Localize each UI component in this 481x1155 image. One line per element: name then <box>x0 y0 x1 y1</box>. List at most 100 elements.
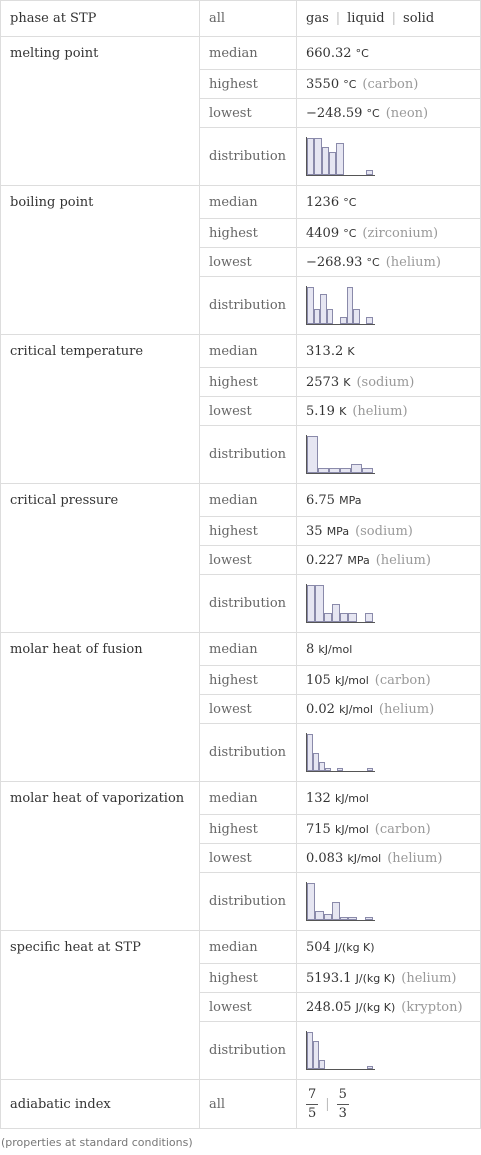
unit: kJ/mol <box>347 851 382 865</box>
row-label: distribution <box>199 276 297 335</box>
row: distribution <box>1 127 481 186</box>
histogram-bar <box>362 468 373 473</box>
histogram-bar <box>340 916 349 920</box>
row: distribution <box>1 276 481 335</box>
row: distribution <box>1 574 481 633</box>
histogram-bar <box>313 309 321 324</box>
unit: kJ/mol <box>339 702 373 716</box>
value: 504 <box>306 939 331 955</box>
value-cell: 504 J/(kg K) <box>296 930 481 964</box>
property-name: molar heat of fusion <box>0 632 200 782</box>
value: 4409 <box>306 225 340 241</box>
value-cell: 6.75 MPa <box>296 483 481 517</box>
value-cell: −248.59 °C (neon) <box>296 98 481 128</box>
row: highest 3550 °C (carbon) <box>1 69 481 99</box>
value-cell: 2573 K (sodium) <box>296 367 481 397</box>
row: distribution <box>1 425 481 484</box>
phase: liquid <box>347 11 385 26</box>
histogram-bar <box>315 585 324 622</box>
value: 313.2 <box>306 343 344 359</box>
value-cell <box>296 574 481 633</box>
row-label: highest <box>199 69 297 99</box>
row: lowest −268.93 °C (helium) <box>1 247 481 277</box>
row: lowest −248.59 °C (neon) <box>1 98 481 128</box>
value-cell: 105 kJ/mol (carbon) <box>296 665 481 695</box>
histogram-bar <box>307 138 315 175</box>
property-name: adiabatic index <box>0 1079 200 1129</box>
row: highest 5193.1 J/(kg K) (helium) <box>1 963 481 993</box>
row-label: median <box>199 930 297 964</box>
note: (helium) <box>385 254 441 270</box>
row-label: highest <box>199 665 297 695</box>
histogram-bar <box>365 170 373 175</box>
note: (krypton) <box>401 999 463 1015</box>
histogram-bar <box>318 468 329 473</box>
value-cell <box>296 425 481 484</box>
value-cell: 0.083 kJ/mol (helium) <box>296 843 481 873</box>
row: specific heat at STP median 504 J/(kg K) <box>0 930 481 1080</box>
note: (helium) <box>375 552 431 568</box>
value-cell: 35 MPa (sodium) <box>296 516 481 546</box>
histogram-bar <box>307 883 316 920</box>
value-cell: 660.32 °C <box>296 36 481 70</box>
row-label: lowest <box>199 247 297 277</box>
value: 0.083 <box>306 850 344 866</box>
row-label: distribution <box>199 425 297 484</box>
value-cell <box>296 1021 481 1080</box>
unit: MPa <box>326 524 350 538</box>
unit: °C <box>343 195 357 209</box>
histogram-bar <box>307 287 314 324</box>
unit: MPa <box>347 553 370 567</box>
histogram <box>306 1031 375 1070</box>
value-cell: 715 kJ/mol (carbon) <box>296 814 481 844</box>
histogram-bar <box>329 151 337 175</box>
histogram-bar <box>367 1065 373 1069</box>
row-label: median <box>199 185 297 219</box>
note: (zirconium) <box>362 225 439 241</box>
row: molar heat of vaporization median 132 kJ/m… <box>0 781 481 931</box>
value: 2573 <box>306 374 340 390</box>
histogram-bar <box>331 901 340 920</box>
value-cell: 0.02 kJ/mol (helium) <box>296 694 481 724</box>
value: 5.19 <box>306 403 335 419</box>
unit: kJ/mol <box>318 642 353 656</box>
histogram-bar <box>353 309 360 324</box>
row-label: lowest <box>199 694 297 724</box>
row: distribution <box>1 723 481 782</box>
row-label: median <box>199 36 297 70</box>
histogram-bar <box>326 309 334 324</box>
row-label: median <box>199 334 297 368</box>
value-cell: 7 5 | 5 3 <box>296 1079 481 1129</box>
histogram-bar <box>337 767 343 771</box>
histogram <box>306 733 375 772</box>
property-name: critical pressure <box>0 483 200 633</box>
histogram-bar <box>307 585 316 622</box>
histogram-bar <box>321 147 329 175</box>
row: boiling point median 1236 °C <box>0 185 481 335</box>
histogram-bar <box>348 916 357 920</box>
histogram-bar <box>319 1059 325 1069</box>
row: adiabatic index all 7 5 | 5 3 <box>0 1079 481 1129</box>
property-name: specific heat at STP <box>0 930 200 1080</box>
properties-table: phase at STP all gas | liquid | solid melting p… <box>0 0 481 1129</box>
histogram-bar <box>323 612 332 622</box>
unit: K <box>343 375 351 389</box>
value-cell: 1236 °C <box>296 185 481 219</box>
numerator: 7 <box>306 1086 319 1105</box>
histogram-bar <box>367 767 373 771</box>
histogram <box>306 435 375 474</box>
histogram-bar <box>348 612 357 622</box>
row-label: highest <box>199 516 297 546</box>
value: 0.02 <box>306 701 335 717</box>
row-label: median <box>199 483 297 517</box>
value: 0.227 <box>306 552 344 568</box>
value-cell: 132 kJ/mol <box>296 781 481 815</box>
numerator: 5 <box>336 1086 349 1105</box>
row-label: lowest <box>199 843 297 873</box>
note: (carbon) <box>374 672 431 688</box>
value-cell <box>296 276 481 335</box>
note: (neon) <box>385 105 429 121</box>
row: lowest 0.02 kJ/mol (helium) <box>1 694 481 724</box>
row: distribution <box>1 1021 481 1080</box>
